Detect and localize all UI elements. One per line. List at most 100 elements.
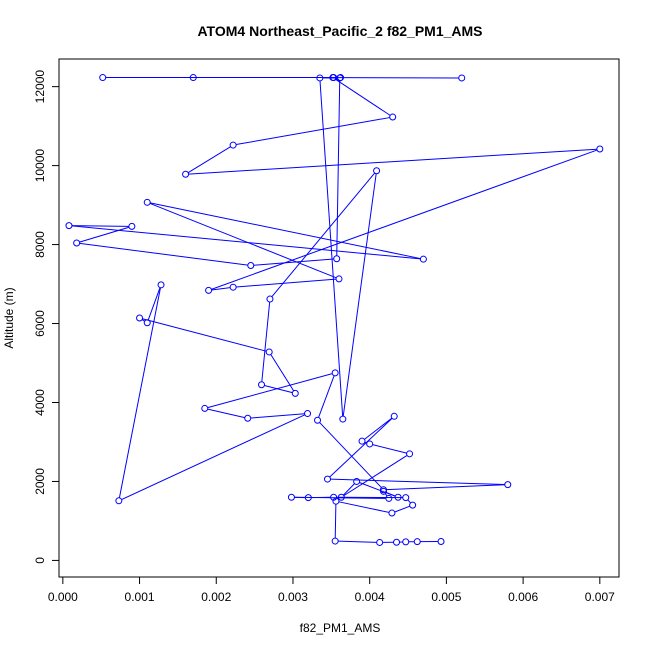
y-tick-label: 0 — [33, 557, 47, 564]
series-segment — [338, 501, 390, 513]
data-point — [419, 255, 427, 263]
data-point — [366, 440, 374, 448]
series-segment — [319, 80, 344, 417]
data-point — [331, 369, 339, 377]
data-point — [182, 170, 190, 178]
data-point — [266, 295, 274, 303]
data-point — [143, 198, 151, 206]
chart-title: ATOM4 Northeast_Pacific_2 f82_PM1_AMS — [197, 23, 482, 39]
data-point — [304, 494, 312, 502]
series-segment — [236, 278, 337, 288]
series-segment — [149, 202, 337, 279]
series-segment — [334, 504, 337, 539]
x-tick-label: 0.007 — [585, 590, 615, 604]
x-tick-label: 0.006 — [508, 590, 538, 604]
data-point — [332, 497, 340, 505]
series-segment — [329, 418, 393, 478]
series-segment — [79, 226, 130, 243]
data-point — [331, 537, 339, 545]
data-point — [388, 509, 396, 517]
data-point — [247, 261, 255, 269]
series-segment — [236, 117, 390, 146]
series-segment — [359, 482, 396, 497]
series-segment — [71, 225, 129, 227]
x-tick-label: 0.000 — [48, 590, 78, 604]
series-segment — [407, 499, 411, 504]
data-point — [229, 141, 237, 149]
data-point — [128, 222, 136, 230]
series-segment — [211, 287, 231, 291]
data-point — [406, 450, 414, 458]
series-segment — [394, 505, 411, 513]
data-point — [316, 74, 324, 82]
data-point — [337, 493, 345, 501]
series-segment — [372, 444, 407, 454]
data-point — [402, 494, 410, 502]
series-segment — [207, 408, 245, 419]
data-point — [265, 348, 273, 356]
data-point — [333, 255, 341, 263]
series-segment — [343, 455, 408, 497]
data-point — [402, 538, 410, 546]
data-point — [394, 493, 402, 501]
data-point — [385, 494, 393, 502]
series-segment — [343, 483, 355, 496]
x-tick-label: 0.003 — [278, 590, 308, 604]
series-segment — [264, 384, 293, 394]
data-point — [99, 74, 107, 82]
data-point — [358, 437, 366, 445]
y-tick-label: 8000 — [33, 231, 47, 258]
y-tick-label: 12000 — [33, 70, 47, 104]
series-segment — [261, 301, 271, 382]
data-point — [65, 222, 73, 230]
series-segment — [270, 354, 295, 392]
data-point — [287, 493, 295, 501]
series-segment — [336, 80, 341, 256]
series-segment — [141, 319, 145, 322]
data-series — [65, 74, 604, 546]
series-segment — [147, 287, 161, 321]
data-point — [335, 275, 343, 283]
y-tick-label: 2000 — [33, 468, 47, 495]
data-point — [339, 415, 347, 423]
data-point — [409, 501, 417, 509]
series-segment — [338, 540, 377, 543]
series-segment — [150, 202, 421, 260]
series-segment — [294, 496, 386, 499]
data-point — [330, 74, 338, 82]
series-segment — [118, 287, 161, 498]
series-segment — [121, 414, 306, 500]
series-segment — [71, 225, 421, 260]
series-segment — [250, 413, 305, 419]
series-segment — [207, 373, 333, 409]
y-tick-label: 10000 — [33, 149, 47, 183]
x-axis: 0.000 0.001 0.002 0.003 0.004 0.005 0.006 0.007 — [48, 576, 615, 604]
data-point — [596, 145, 604, 153]
data-point — [314, 416, 322, 424]
series-segment — [330, 478, 505, 486]
data-point — [353, 477, 361, 485]
y-tick-label: 6000 — [33, 310, 47, 337]
series-segment — [342, 173, 377, 417]
data-point — [229, 283, 237, 291]
data-point — [458, 74, 466, 82]
data-point — [437, 537, 445, 545]
x-tick-label: 0.004 — [355, 590, 385, 604]
x-axis-label: f82_PM1_AMS — [300, 621, 381, 635]
data-point — [291, 389, 299, 397]
series-segment — [319, 422, 382, 488]
series-segment — [187, 146, 231, 174]
data-point — [244, 414, 252, 422]
data-point — [504, 481, 512, 489]
data-point — [115, 497, 123, 505]
series-segment — [253, 258, 334, 266]
data-point — [337, 74, 345, 82]
series-segment — [271, 172, 376, 298]
data-point — [373, 167, 381, 175]
series-segment — [364, 417, 393, 440]
data-point — [258, 381, 266, 389]
y-axis: 0 2000 4000 6000 8000 10000 12000 — [33, 70, 60, 564]
x-tick-label: 0.001 — [125, 590, 155, 604]
data-point — [73, 239, 81, 247]
data-point — [389, 113, 397, 121]
